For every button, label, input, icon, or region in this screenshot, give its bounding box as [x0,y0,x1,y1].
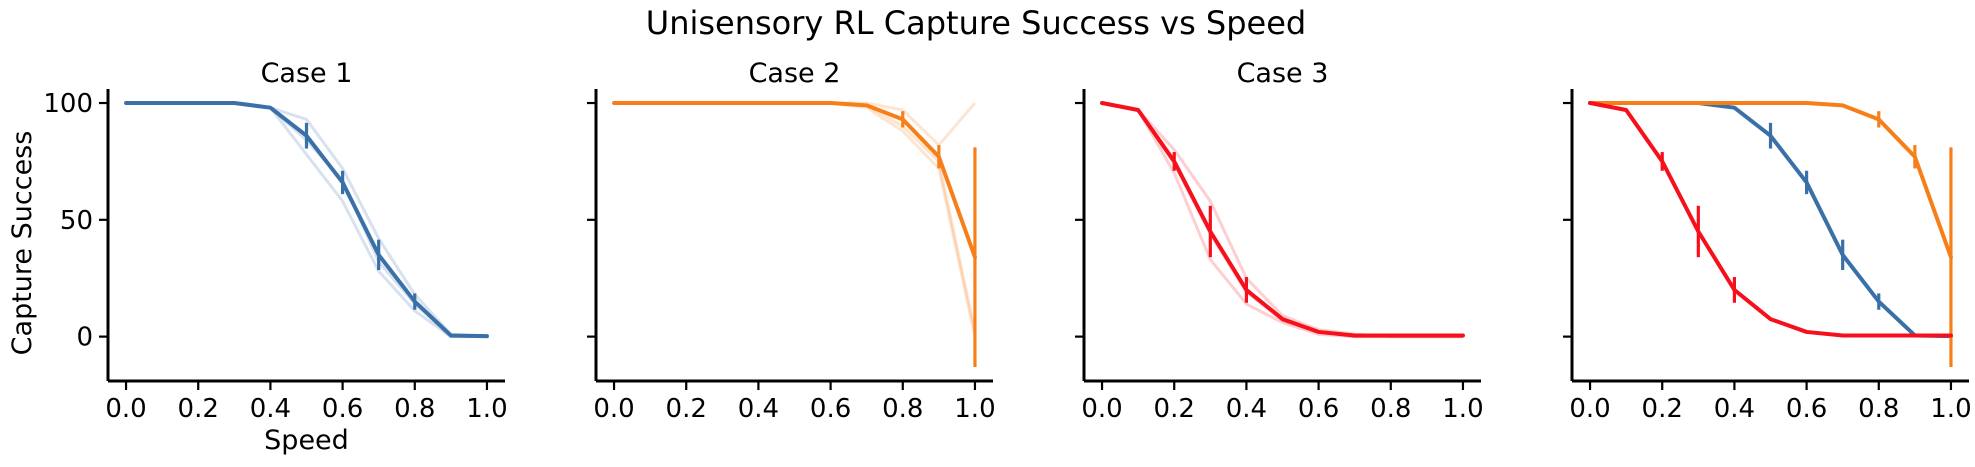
series-line-1 [1100,101,1465,338]
figure-title: Unisensory RL Capture Success vs Speed [646,4,1306,42]
x-tick-label: 0.2 [1642,394,1683,424]
x-tick-label: 0.4 [1226,394,1267,424]
x-tick-label: 0.8 [1370,394,1411,424]
x-tick-label: 0.0 [593,394,634,424]
panel-title: Case 1 [261,58,353,89]
x-tick-label: 0.0 [105,394,146,424]
panel-title: Case 3 [1237,58,1329,89]
y-axis-label: Capture Success [7,131,38,356]
y-tick-label: 0 [76,323,93,353]
chart-panel-2: Case 2 0.0 0.2 0.4 0.6 0.8 1.0 [587,58,996,424]
series-line-1 [612,101,977,260]
chart-panel-4: 0.0 0.2 0.4 0.6 0.8 1.0 [1563,89,1972,424]
x-tick-label: 0.6 [1298,394,1339,424]
x-tick-label: 0.6 [322,394,363,424]
x-tick-label: 0.8 [1858,394,1899,424]
x-tick-label: 1.0 [1930,394,1971,424]
x-tick-label: 1.0 [1442,394,1483,424]
x-tick-label: 0.8 [882,394,923,424]
x-tick-label: 0.4 [1714,394,1755,424]
panel-title: Case 2 [749,58,841,89]
x-tick-label: 0.0 [1569,394,1610,424]
x-tick-label: 0.6 [1786,394,1827,424]
chart-panel-1: Case 1 0.0 0.2 0.4 0.6 0.8 1.0 0 50 100 Speed Captu… [7,58,508,456]
x-tick-label: 0.2 [178,394,219,424]
series-line-3 [1588,101,1953,338]
series-line-2 [1588,101,1953,260]
y-tick-label: 50 [60,206,93,236]
x-tick-label: 0.8 [394,394,435,424]
y-tick-label: 100 [43,89,93,119]
x-tick-label: 0.2 [1154,394,1195,424]
x-tick-label: 1.0 [466,394,507,424]
x-tick-label: 0.2 [666,394,707,424]
x-tick-label: 0.6 [810,394,851,424]
x-axis-label: Speed [264,425,349,456]
chart-panel-3: Case 3 0.0 0.2 0.4 0.6 0.8 1.0 [1075,58,1484,424]
x-tick-label: 1.0 [954,394,995,424]
x-tick-label: 0.4 [738,394,779,424]
x-tick-label: 0.4 [250,394,291,424]
x-tick-label: 0.0 [1081,394,1122,424]
